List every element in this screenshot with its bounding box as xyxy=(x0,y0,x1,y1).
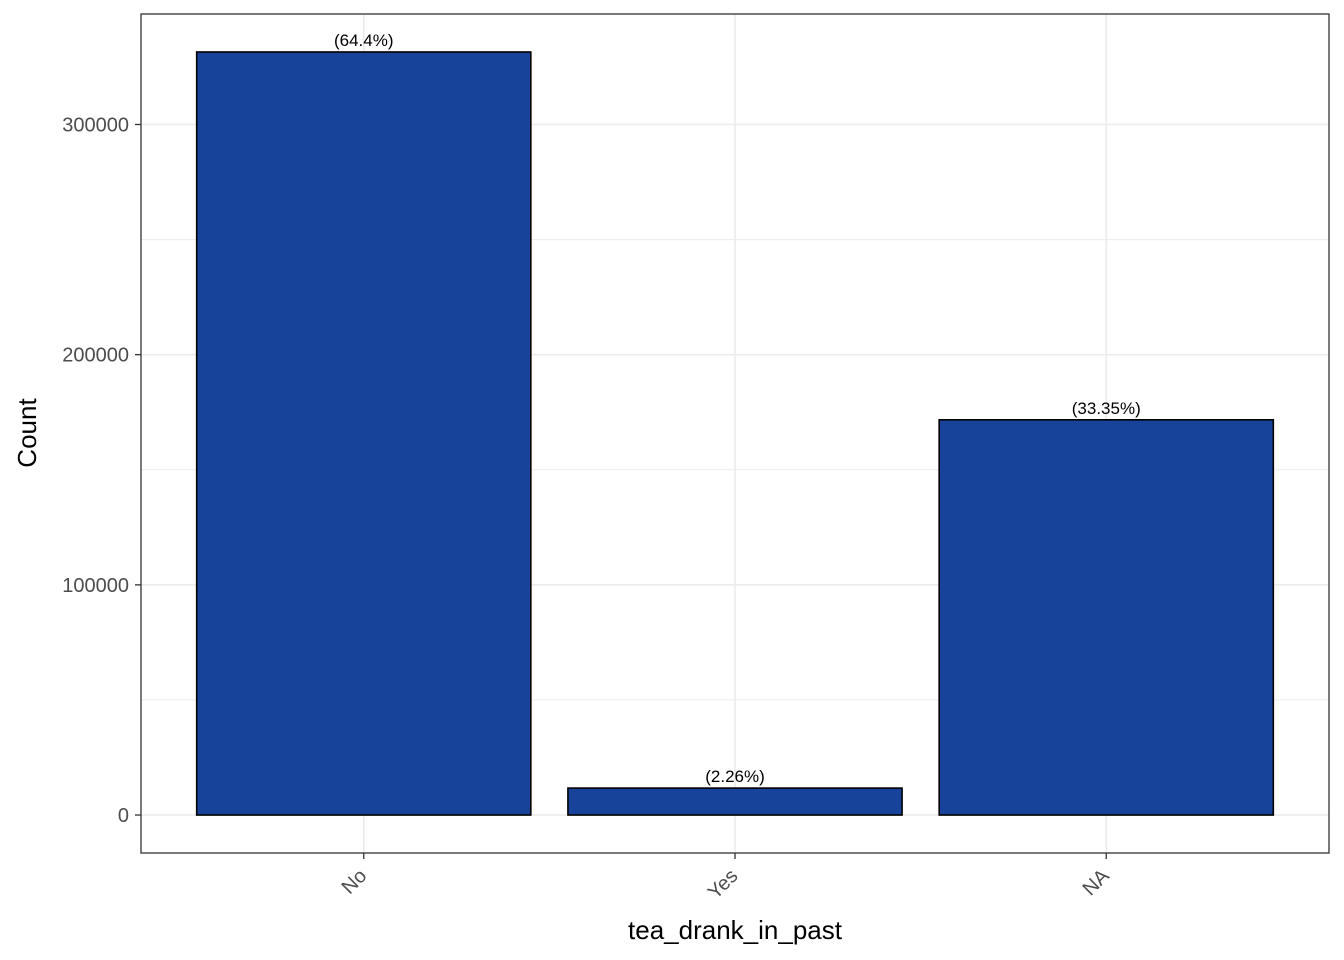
bar-label-na: (33.35%) xyxy=(1072,399,1141,418)
y-tick-label: 200000 xyxy=(62,345,129,367)
bar-value-labels: (64.4%) (2.26%) (33.35%) xyxy=(334,31,1141,786)
bar-label-yes: (2.26%) xyxy=(705,767,765,786)
bars xyxy=(195,51,1275,816)
x-axis-title: tea_drank_in_past xyxy=(628,915,843,945)
bar-label-no: (64.4%) xyxy=(334,31,394,50)
y-tick-label: 300000 xyxy=(62,114,129,136)
bar-yes xyxy=(567,787,903,816)
y-axis-title: Count xyxy=(12,398,42,468)
bar-no xyxy=(195,51,532,816)
bar-na xyxy=(938,419,1275,816)
y-axis: 0 100000 200000 300000 xyxy=(62,114,141,827)
y-tick-label: 0 xyxy=(118,805,129,827)
y-tick-label: 100000 xyxy=(62,575,129,597)
